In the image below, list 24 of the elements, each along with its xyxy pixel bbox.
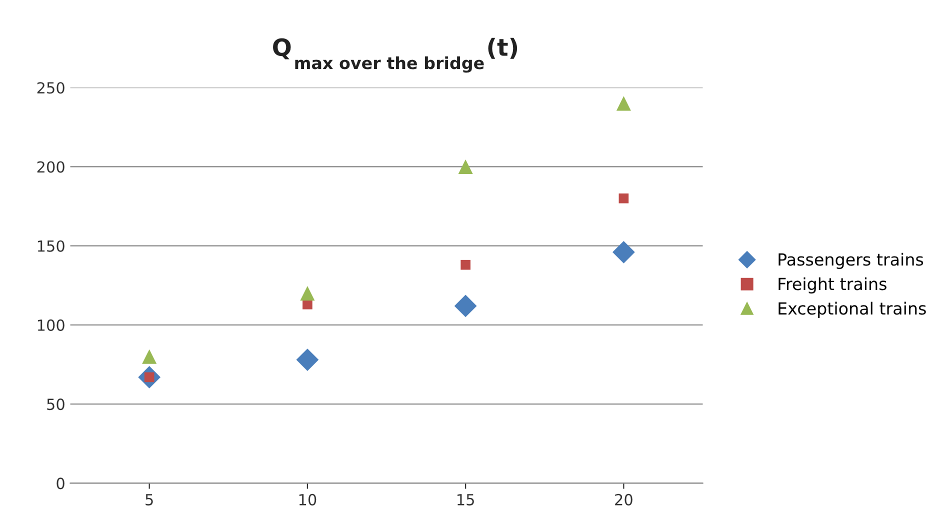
point xyxy=(458,159,473,174)
x-tick-label: 15 xyxy=(458,494,474,506)
point xyxy=(142,349,157,364)
legend-label: Freight trains xyxy=(778,277,886,294)
legend-label: Passengers trains xyxy=(778,252,924,270)
point xyxy=(616,96,631,111)
x-tick-label: 10 xyxy=(299,494,316,506)
point xyxy=(454,294,477,318)
y-tick-label: 150 xyxy=(38,240,64,252)
point xyxy=(300,286,315,301)
point xyxy=(612,240,635,264)
legend-label: Exceptional trains xyxy=(778,302,926,318)
point xyxy=(302,299,312,310)
y-tick-label: 100 xyxy=(38,319,64,331)
y-tick-label: 200 xyxy=(37,161,64,173)
point xyxy=(296,348,319,371)
y-tick-label: 250 xyxy=(37,82,64,94)
y-tick-label: 0 xyxy=(56,478,64,490)
point xyxy=(460,260,470,270)
x-tick-label: 20 xyxy=(615,494,632,506)
point xyxy=(618,193,629,204)
x-tick-label: 5 xyxy=(146,494,153,506)
chart-title: Qmax over the bridge(t) xyxy=(273,38,518,73)
y-tick-label: 50 xyxy=(47,398,64,410)
